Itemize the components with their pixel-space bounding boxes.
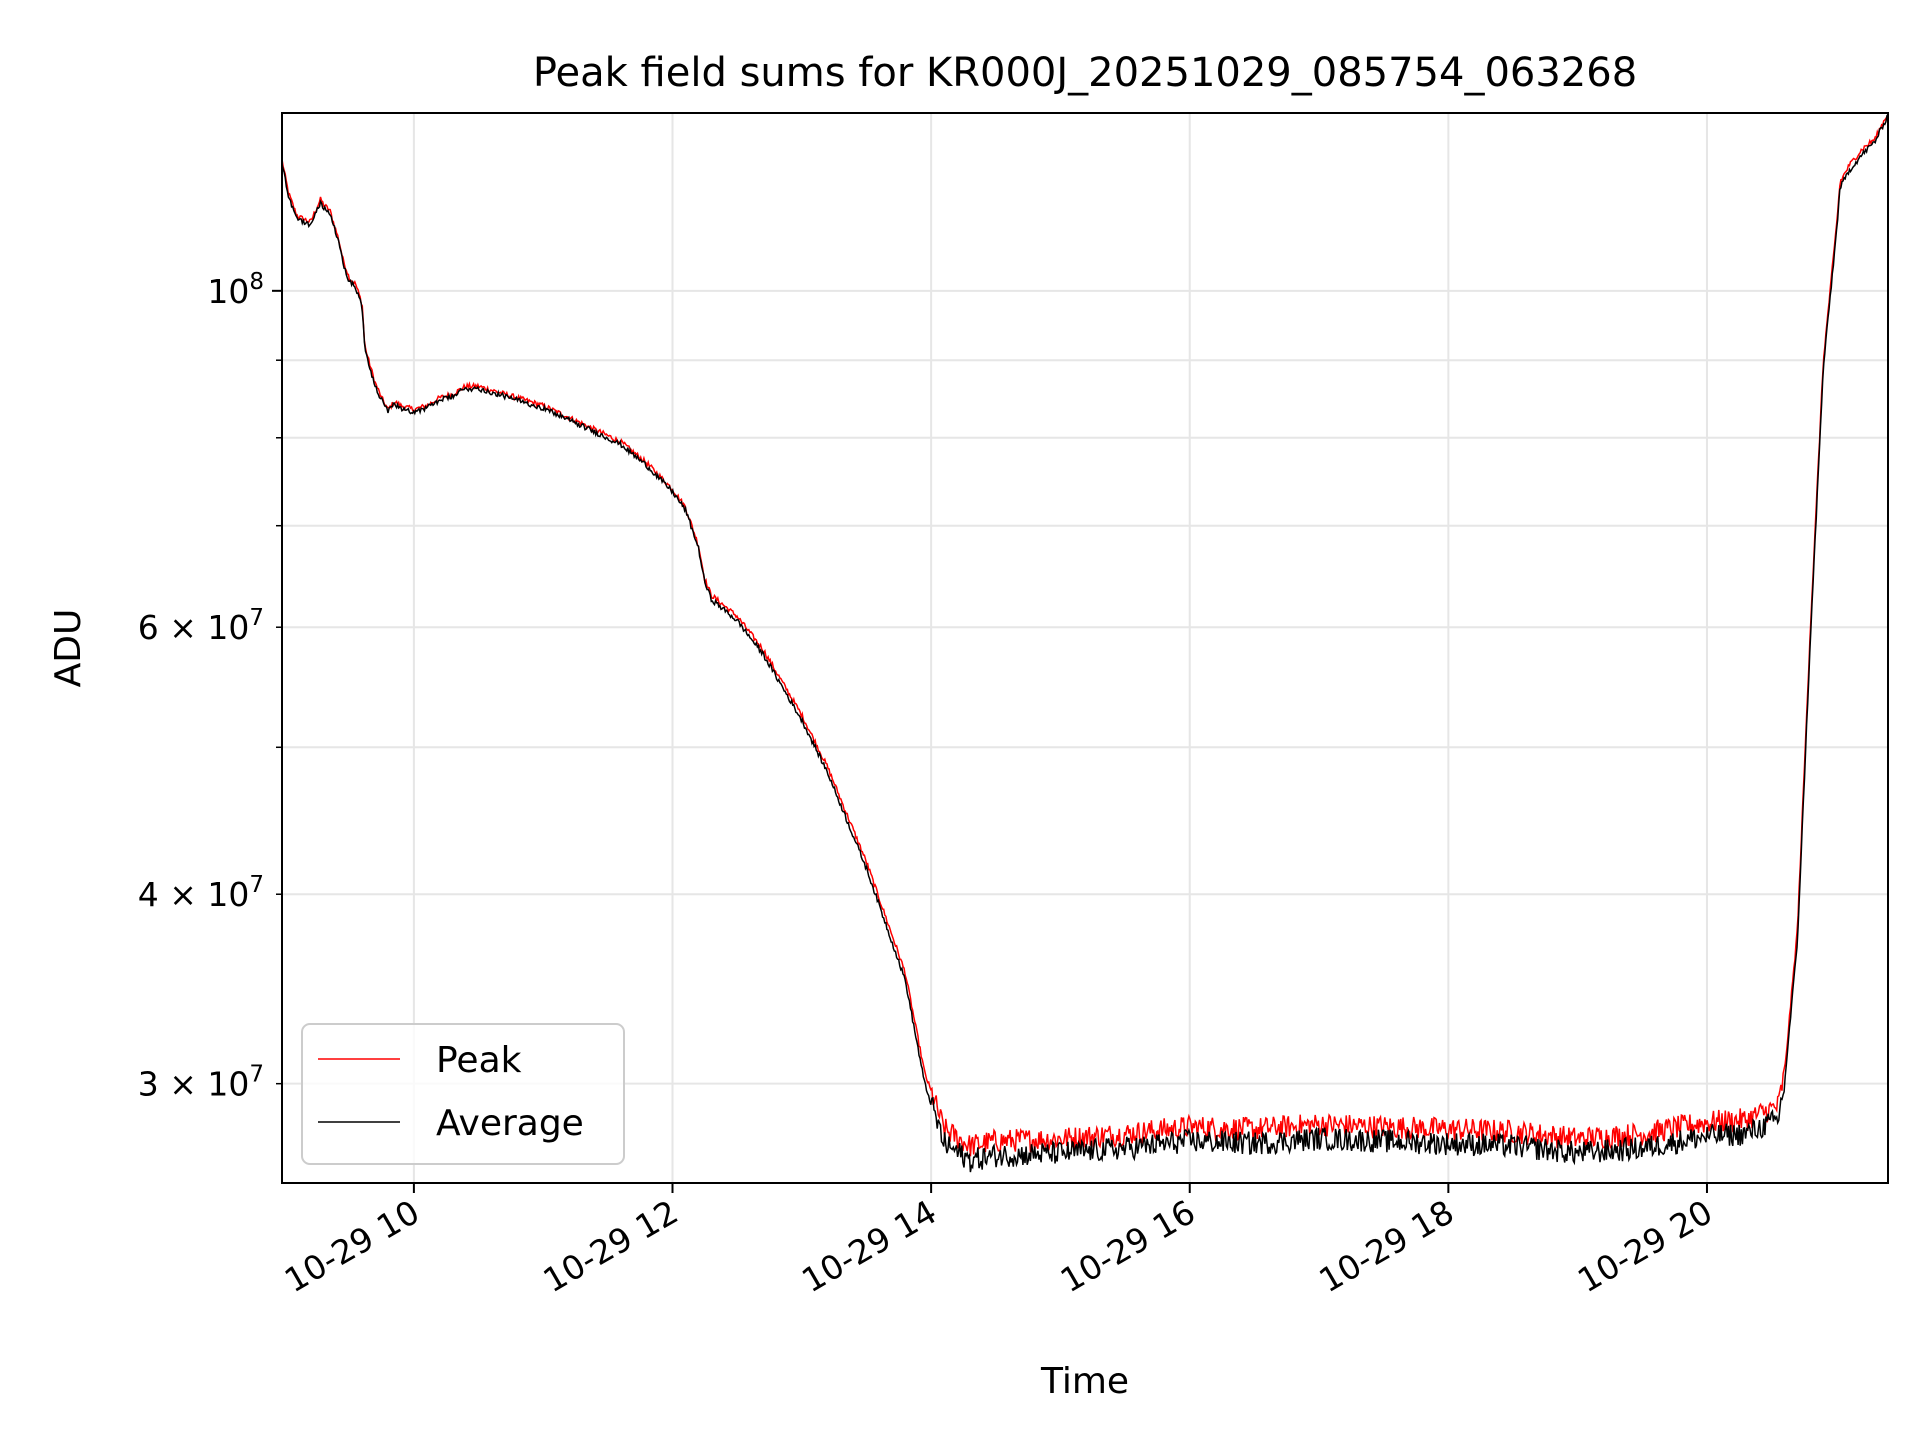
y-tick-label: 108 (207, 269, 264, 311)
grid (282, 113, 1888, 1183)
x-tick-label: 10-29 20 (1571, 1192, 1719, 1300)
x-tick-label: 10-29 10 (278, 1192, 426, 1300)
x-tick-label: 10-29 12 (537, 1192, 685, 1300)
x-tick-label: 10-29 16 (1054, 1192, 1202, 1300)
y-tick-label: 3 × 107 (138, 1062, 264, 1104)
peak-series-line (281, 114, 1889, 1157)
x-axis-label: Time (1040, 1361, 1129, 1402)
y-axis-label: ADU (48, 609, 89, 688)
average-series-line (281, 114, 1889, 1173)
y-tick-label: 4 × 107 (138, 872, 264, 914)
x-tick-label: 10-29 18 (1312, 1192, 1460, 1300)
x-axis: 10-29 10 10-29 12 10-29 14 10-29 16 10-29 18… (278, 1183, 1719, 1300)
y-axis: 108 3 × 107 4 × 107 6 × 107 (138, 269, 282, 1104)
legend-peak-label: Peak (436, 1040, 522, 1081)
series-layer (281, 114, 1889, 1173)
chart-title: Peak field sums for KR000J_20251029_0857… (533, 50, 1637, 96)
y-tick-label: 6 × 107 (138, 605, 264, 647)
legend: Peak Average (301, 1023, 625, 1165)
legend-average-label: Average (436, 1103, 584, 1144)
plot-frame (281, 112, 1889, 1184)
x-tick-label: 10-29 14 (795, 1192, 943, 1300)
